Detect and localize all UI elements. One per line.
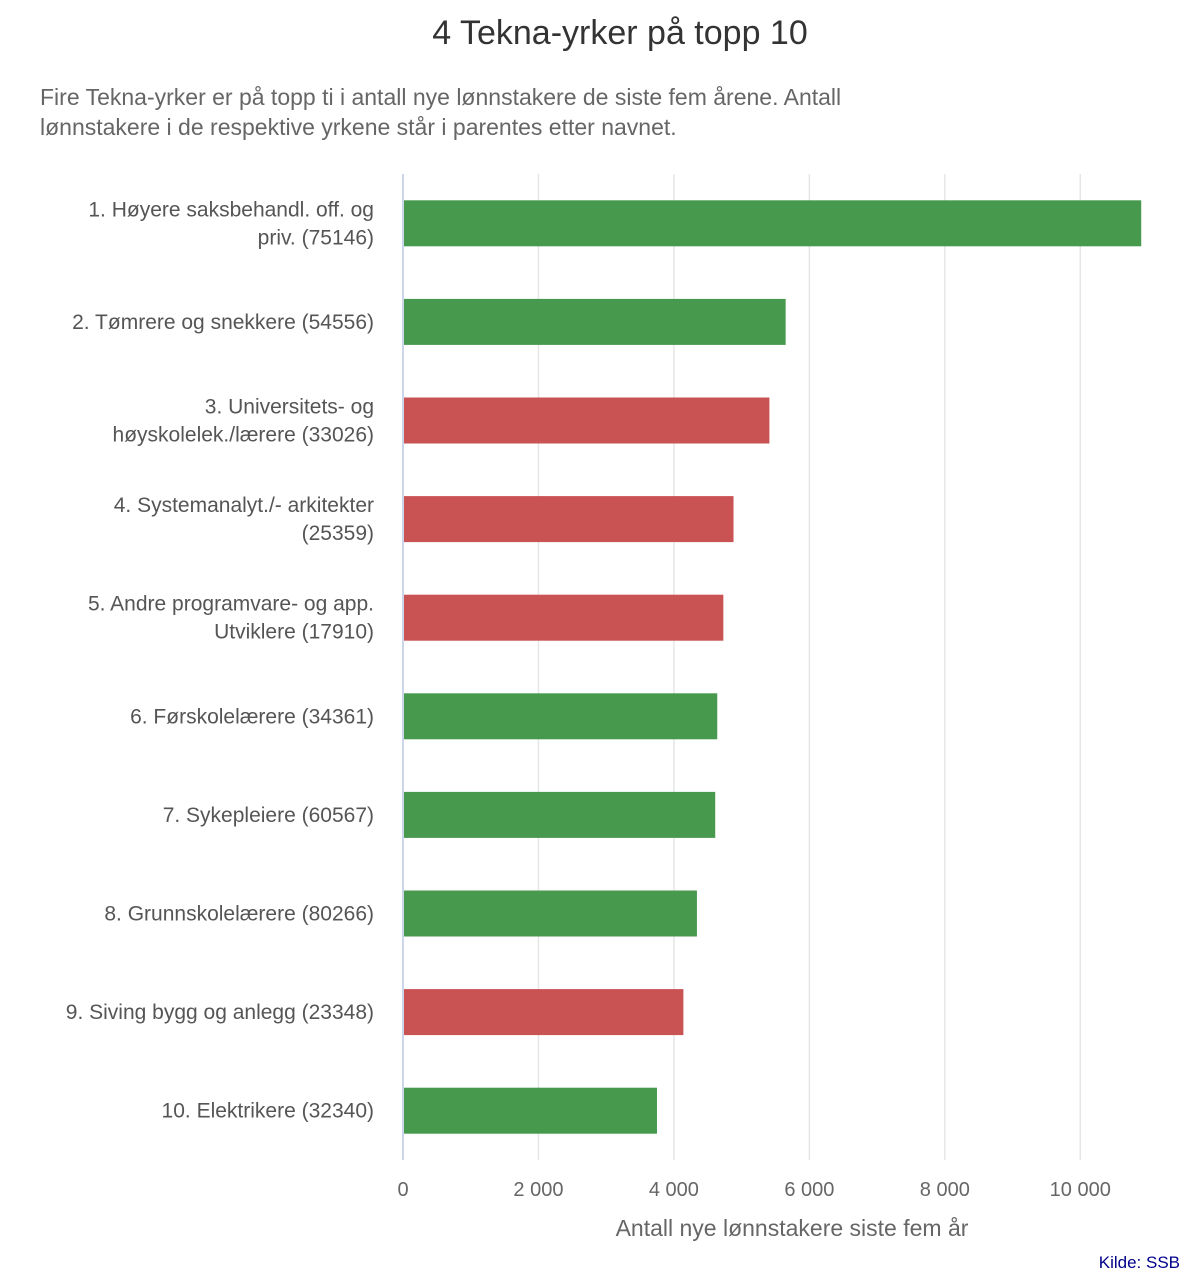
bar-4 [404,496,734,543]
category-label-6: 6. Førskolelærere (34361) [130,705,374,728]
source-note: Kilde: SSB [1098,1253,1180,1272]
chart-title: 4 Tekna-yrker på topp 10 [432,14,808,52]
bar-1 [404,200,1142,247]
category-label-7: 7. Sykepleiere (60567) [163,804,374,827]
x-tick-label: 2 000 [513,1179,563,1201]
category-label-8: 8. Grunnskolelærere (80266) [104,903,374,926]
x-tick-label: 0 [397,1179,408,1201]
category-label-5: 5. Andre programvare- og app. Utviklere (… [88,593,374,644]
category-label-1: 1. Høyere saksbehandl. off. og priv. (751… [88,198,374,249]
category-label-3: 3. Universitets- og høyskolelek./lærere (… [113,396,374,447]
x-axis-title: Antall nye lønnstakere siste fem år [616,1215,969,1241]
x-tick-label: 6 000 [784,1179,834,1201]
category-label-4: 4. Systemanalyt./- arkitekter (25359) [114,494,374,545]
category-label-2: 2. Tømrere og snekkere (54556) [72,311,374,334]
chart-subtitle: Fire Tekna-yrker er på topp ti i antall … [40,84,842,140]
bar-3 [404,397,770,444]
bar-9 [404,989,684,1036]
bar-2 [404,298,786,345]
x-axis-ticks: 0 2 000 4 000 6 000 8 000 10 000 [397,1179,1110,1201]
bar-7 [404,791,716,838]
x-tick-label: 4 000 [649,1179,699,1201]
category-label-9: 9. Siving bygg og anlegg (23348) [66,1001,374,1024]
bar-8 [404,890,697,937]
bar-10 [404,1087,657,1134]
bars [404,200,1142,1134]
category-label-10: 10. Elektrikere (32340) [162,1100,374,1123]
bar-6 [404,693,718,740]
x-tick-label: 10 000 [1050,1179,1111,1201]
category-labels: 1. Høyere saksbehandl. off. og priv. (751… [66,198,374,1122]
bar-5 [404,594,724,641]
x-tick-label: 8 000 [920,1179,970,1201]
